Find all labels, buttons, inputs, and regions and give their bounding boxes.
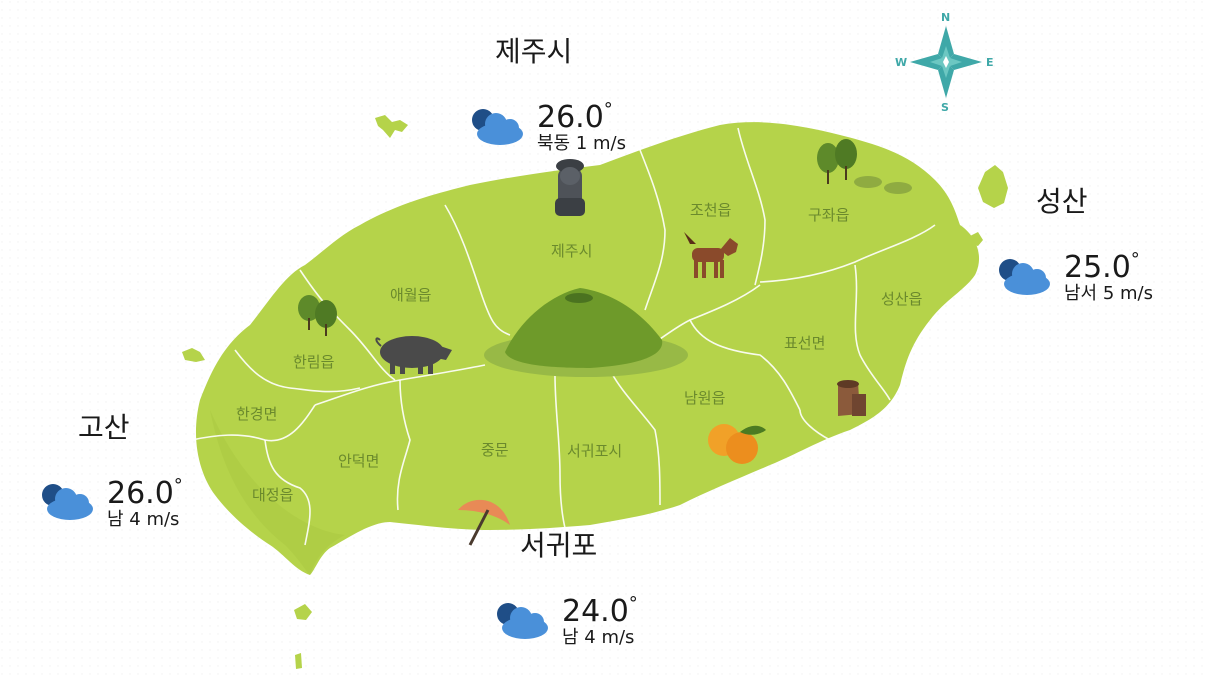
degree-symbol: ° — [173, 475, 183, 496]
cloud-icon — [472, 109, 523, 145]
wind-info: 남서 5 m/s — [1064, 283, 1153, 304]
trees-gujwa — [817, 139, 912, 194]
islet-gapado — [294, 604, 312, 620]
region-label-hallim: 한림읍 — [293, 353, 334, 371]
wind-info: 북동 1 m/s — [537, 133, 626, 154]
compass-east-label: E — [986, 56, 994, 69]
cloud-icon — [497, 603, 548, 639]
temperature: 26.0 — [537, 100, 604, 135]
cloud-icon — [42, 484, 93, 520]
station-name: 성산 — [1036, 185, 1088, 218]
hallasan-mountain — [484, 288, 688, 377]
onggi-jar-icon — [837, 380, 866, 416]
degree-symbol: ° — [1130, 249, 1140, 270]
station-name: 서귀포 — [520, 529, 598, 562]
dol-hareubang-statue — [555, 159, 585, 216]
island-shadow — [210, 410, 345, 575]
degree-symbol: ° — [603, 99, 613, 120]
weather-readout: 26.0° 남 4 m/s — [107, 475, 183, 530]
tangerine-icon — [708, 424, 766, 464]
cloud-icon — [999, 259, 1050, 295]
islet-udo — [978, 165, 1008, 208]
region-label-gujwa: 구좌읍 — [808, 206, 849, 224]
region-label-aewol: 애월읍 — [390, 286, 431, 304]
islet-biyangdo — [375, 115, 408, 138]
trees-hallim — [298, 295, 337, 336]
wind-info: 남 4 m/s — [562, 627, 635, 648]
region-label-jeju: 제주시 — [551, 242, 592, 260]
district-boundaries — [191, 127, 936, 546]
weather-readout: 26.0° 북동 1 m/s — [537, 99, 626, 154]
horse-icon — [684, 232, 738, 278]
compass-south-label: S — [941, 101, 949, 114]
region-label-andeok: 안덕면 — [338, 452, 379, 470]
wind-info: 남 4 m/s — [107, 509, 180, 530]
islet-chagwido — [182, 348, 205, 362]
region-label-seongsan: 성산읍 — [881, 290, 922, 308]
station-name: 고산 — [78, 411, 130, 444]
weather-readout: 25.0° 남서 5 m/s — [1064, 249, 1153, 304]
temperature: 24.0 — [562, 594, 629, 629]
temperature: 26.0 — [107, 476, 174, 511]
region-labels: 애월읍 제주시 조천읍 구좌읍 한림읍 성산읍 표선면 한경면 남원읍 안덕면 … — [236, 201, 922, 504]
compass-west-label: W — [895, 56, 907, 69]
temperature: 25.0 — [1064, 250, 1131, 285]
compass-north-label: N — [941, 11, 950, 24]
region-label-daejeong: 대정읍 — [252, 486, 293, 504]
compass-rose: N S E W — [895, 11, 994, 114]
region-label-jungmun: 중문 — [481, 441, 509, 459]
region-label-seogwipo: 서귀포시 — [567, 442, 622, 460]
region-label-jocheon: 조천읍 — [690, 201, 731, 219]
degree-symbol: ° — [628, 593, 638, 614]
islet-marado — [295, 653, 302, 669]
black-pig-icon — [375, 336, 452, 374]
region-label-namwon: 남원읍 — [684, 389, 725, 407]
parasol-icon — [458, 499, 510, 546]
region-label-hangyeong: 한경면 — [236, 405, 277, 423]
islet-seongsan-rock — [970, 232, 983, 246]
region-label-pyoseon: 표선면 — [784, 334, 825, 352]
station-name: 제주시 — [495, 35, 573, 68]
weather-readout: 24.0° 남 4 m/s — [562, 593, 638, 648]
